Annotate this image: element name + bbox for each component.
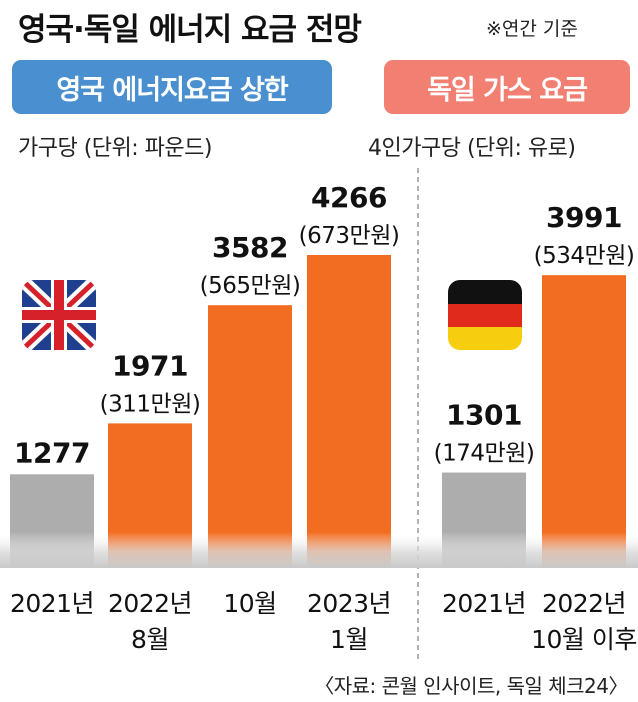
category-label: 2022년 (108, 589, 192, 618)
bar (542, 275, 626, 568)
value-label: 4266 (311, 181, 387, 214)
krw-label: (565만원) (200, 273, 301, 299)
uk-unit-label: 가구당 (단위: 파운드) (18, 136, 213, 161)
baseline-strip (0, 532, 638, 568)
krw-label: (534만원) (534, 243, 635, 269)
krw-label: (311만원) (100, 391, 201, 417)
category-label: 2021년 (442, 589, 526, 618)
category-label: 1월 (330, 625, 368, 654)
category-label: 2021년 (10, 589, 94, 618)
category-label: 8월 (131, 625, 169, 654)
category-label: 10월 (223, 589, 276, 618)
value-label: 1301 (446, 399, 522, 432)
value-label: 1971 (112, 349, 188, 382)
uk-flag-icon (22, 280, 96, 350)
category-label: 10월 이후 (531, 625, 637, 654)
bar (208, 305, 292, 568)
value-label: 3991 (546, 201, 622, 234)
category-label: 2022년 (542, 589, 626, 618)
value-label: 3582 (212, 231, 288, 264)
category-label: 2023년 (307, 589, 391, 618)
page-title: 영국·독일 에너지 요금 전망 (18, 12, 362, 48)
krw-label: (673만원) (299, 223, 400, 249)
germany-unit-label: 4인가구당 (단위: 유로) (368, 136, 576, 161)
source-note: 〈자료: 콘월 인사이트, 독일 체크24〉 (314, 674, 628, 698)
uk-panel-label: 영국 에너지요금 상한 (12, 60, 332, 114)
krw-label: (174만원) (434, 441, 535, 467)
title-note: ※연간 기준 (486, 18, 578, 40)
germany-flag-icon (448, 280, 522, 350)
bar (307, 255, 391, 568)
value-label: 1277 (14, 436, 90, 469)
germany-panel-label: 독일 가스 요금 (384, 60, 630, 114)
